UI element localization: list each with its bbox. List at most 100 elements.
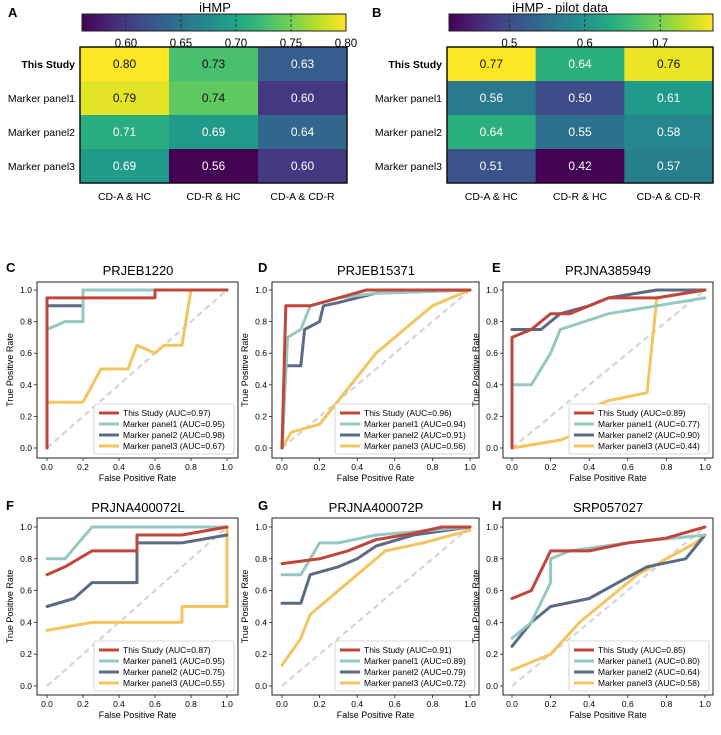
heatmap-cell-value: 0.56: [202, 159, 226, 173]
heatmap-row-label: Marker panel1: [375, 93, 442, 105]
heatmap-cell: [80, 149, 170, 184]
y-tick-label: 0.4: [255, 617, 267, 627]
x-axis-label: False Positive Rate: [337, 710, 415, 720]
roc-curve-this-study: [510, 288, 707, 450]
heatmap-title: iHMP - pilot data: [512, 0, 609, 15]
y-axis-label: True Positive Rate: [240, 570, 250, 644]
heatmap-cell: [169, 47, 259, 82]
panel-label-c: C: [6, 260, 16, 275]
legend-box: [568, 640, 710, 692]
y-tick-label: 0.8: [20, 554, 32, 564]
x-tick-label: 0.2: [314, 699, 326, 709]
heatmap-cell-value: 0.42: [568, 159, 592, 173]
legend-label: This Study (AUC=0.97): [123, 408, 211, 418]
colorbar: [448, 13, 714, 32]
y-tick-label: 0.8: [255, 317, 267, 327]
x-tick-label: 1.0: [699, 462, 711, 472]
y-tick-label: 1.0: [20, 522, 32, 532]
y-tick-label: 0.6: [255, 586, 267, 596]
y-tick-label: 0.4: [20, 380, 32, 390]
roc-plot-g: PRJNA400072P 0.0 0.0 0.2 0.2 0.4 0.4 0.6 0.6 0.8 0…: [240, 500, 480, 720]
legend-label: Marker panel2 (AUC=0.90): [598, 430, 700, 440]
heatmap-row-label: Marker panel2: [8, 127, 75, 139]
heatmap-cell: [624, 115, 714, 150]
x-tick-label: 1.0: [464, 462, 476, 472]
y-axis-label: True Positive Rate: [471, 333, 481, 407]
roc-curve-marker-panel1: [45, 525, 229, 561]
heatmap-row-label: Marker panel3: [8, 161, 75, 173]
heatmap-cell: [624, 47, 714, 82]
x-tick-label: 0.4: [583, 462, 595, 472]
heatmap-col-label: CD-R & HC: [553, 191, 608, 203]
x-axis-label: False Positive Rate: [569, 473, 647, 483]
panel-label-f: F: [6, 498, 14, 513]
x-tick-label: 1.0: [464, 699, 476, 709]
panel-label-a: A: [8, 5, 18, 20]
roc-curve-marker-panel3: [45, 525, 229, 632]
roc-curve-marker-panel2: [280, 525, 472, 605]
heatmap-cell: [624, 149, 714, 184]
x-tick-label: 0.0: [41, 699, 53, 709]
heatmap-cell-value: 0.64: [291, 125, 315, 139]
legend-label: This Study (AUC=0.87): [123, 645, 211, 655]
legend-label: Marker panel1 (AUC=0.95): [123, 419, 225, 429]
roc-curve-marker-panel2: [45, 533, 229, 608]
x-tick-label: 0.4: [583, 699, 595, 709]
heatmap-cell-value: 0.55: [568, 125, 592, 139]
legend-label: Marker panel3 (AUC=0.67): [123, 441, 225, 451]
heatmap-cell: [258, 47, 348, 82]
chance-diagonal: [281, 526, 471, 687]
legend-label: This Study (AUC=0.91): [364, 645, 452, 655]
y-tick-label: 0.0: [486, 443, 498, 453]
y-tick-label: 0.2: [20, 649, 32, 659]
x-tick-label: 0.4: [113, 462, 125, 472]
heatmap-cell-value: 0.69: [202, 125, 226, 139]
legend-label: Marker panel2 (AUC=0.75): [123, 667, 225, 677]
y-tick-label: 0.2: [20, 411, 32, 421]
x-tick-label: 0.8: [660, 462, 672, 472]
y-tick-label: 0.2: [255, 411, 267, 421]
heatmap-row-label: This Study: [21, 59, 75, 71]
roc-curve-marker-panel1: [510, 296, 707, 387]
y-axis-label: True Positive Rate: [5, 570, 15, 644]
y-axis-label: True Positive Rate: [5, 333, 15, 407]
x-tick-label: 0.4: [351, 462, 363, 472]
heatmap-col-label: CD-A & HC: [465, 191, 519, 203]
legend-label: Marker panel2 (AUC=0.79): [364, 667, 466, 677]
roc-curve-this-study: [280, 525, 472, 566]
x-tick-label: 0.2: [77, 699, 89, 709]
x-tick-label: 0.8: [185, 699, 197, 709]
legend-label: This Study (AUC=0.85): [598, 645, 686, 655]
x-tick-label: 0.8: [426, 699, 438, 709]
y-tick-label: 0.8: [20, 317, 32, 327]
roc-title: SRP057027: [573, 500, 643, 515]
legend-label: Marker panel2 (AUC=0.98): [123, 430, 225, 440]
x-tick-label: 0.8: [185, 462, 197, 472]
heatmap-cell: [258, 149, 348, 184]
x-tick-label: 0.2: [545, 462, 557, 472]
x-tick-label: 0.0: [506, 699, 518, 709]
panel-label-g: G: [258, 498, 268, 513]
y-tick-label: 0.0: [20, 443, 32, 453]
legend-label: Marker panel1 (AUC=0.95): [123, 656, 225, 666]
heatmap-cell-value: 0.58: [657, 125, 681, 139]
heatmap-col-label: CD-A & CD-R: [270, 191, 335, 203]
x-tick-label: 0.6: [149, 699, 161, 709]
x-tick-label: 0.6: [622, 699, 634, 709]
heatmap-cell-value: 0.57: [657, 159, 681, 173]
x-axis-label: False Positive Rate: [569, 710, 647, 720]
x-tick-label: 0.0: [276, 699, 288, 709]
y-tick-label: 0.8: [486, 317, 498, 327]
heatmap-cell-value: 0.64: [568, 57, 592, 71]
y-tick-label: 0.4: [486, 617, 498, 627]
roc-curve-marker-panel3: [45, 288, 229, 404]
roc-curve-marker-panel3: [280, 528, 472, 667]
x-tick-label: 1.0: [221, 462, 233, 472]
heatmap-cell: [535, 81, 625, 116]
roc-title: PRJNA385949: [565, 263, 651, 278]
heatmap-cell-value: 0.79: [113, 91, 137, 105]
y-tick-label: 0.4: [20, 617, 32, 627]
heatmap-cell: [169, 81, 259, 116]
heatmap-cell: [169, 115, 259, 150]
panel-label-d: D: [258, 260, 267, 275]
